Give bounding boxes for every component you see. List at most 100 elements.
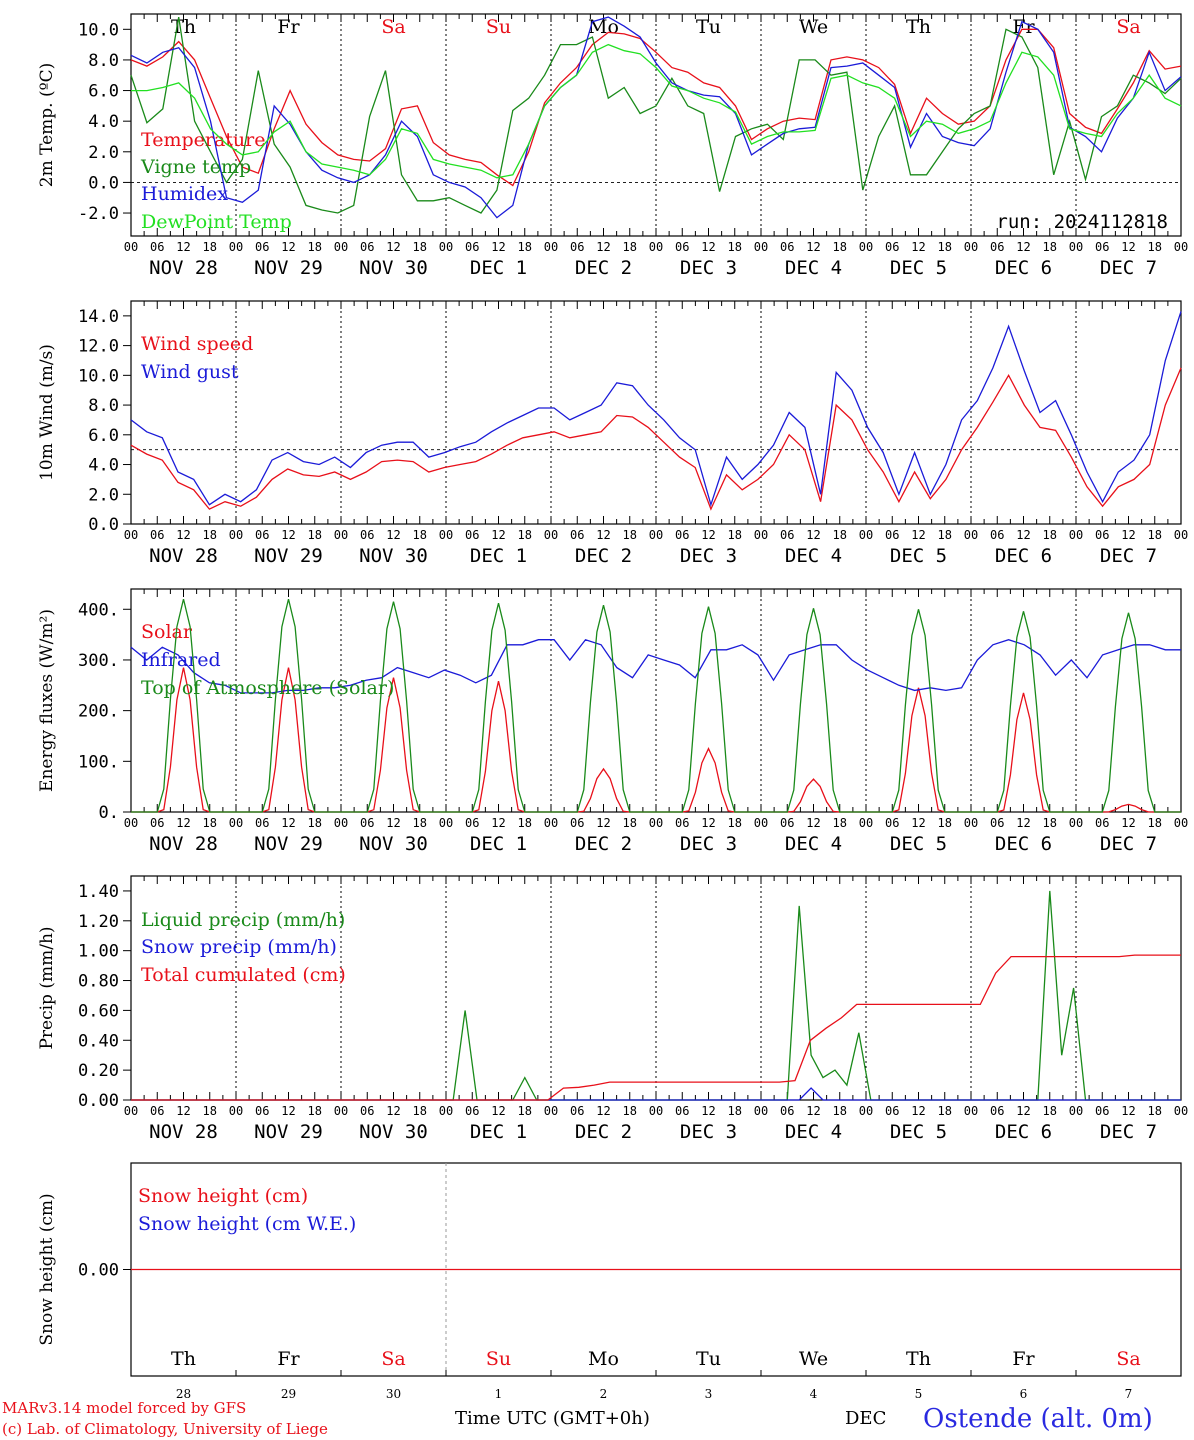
- date-label: DEC 7: [1100, 1121, 1157, 1143]
- panel-1: 00 06 12 18 00 06 12 18 00 06 12 18 00 06 12 18 00 06 12 18…: [37, 13, 1188, 279]
- hour-tick-label: 00: [334, 528, 348, 542]
- y-tick-label: 0.00: [78, 1091, 119, 1111]
- date-label: NOV 29: [254, 257, 323, 279]
- panel-4: 00 06 12 18 00 06 12 18 00 06 12 18 00 06 12 18 00 06 12 18…: [37, 875, 1188, 1143]
- hour-tick-label: 06: [465, 528, 479, 542]
- hour-tick-label: 00: [754, 816, 768, 830]
- legend-humidex: Humidex: [141, 183, 228, 205]
- hour-tick-label: 00: [334, 240, 348, 254]
- hour-tick-label: 00: [124, 240, 138, 254]
- hour-tick-label: 06: [1095, 240, 1109, 254]
- hour-tick-label: 06: [675, 816, 689, 830]
- date-label: NOV 29: [254, 833, 323, 855]
- legend-temperature: Temperature: [141, 129, 265, 151]
- y-tick-label: -2.0: [78, 204, 119, 224]
- y-tick-label: 4.0: [88, 112, 119, 132]
- day-number-label: 1: [495, 1387, 503, 1401]
- hour-tick-label: 00: [1174, 528, 1188, 542]
- y-tick-label: 2.0: [88, 485, 119, 505]
- hour-tick-label: 00: [229, 816, 243, 830]
- hour-tick-label: 12: [806, 1104, 820, 1118]
- hour-tick-label: 00: [334, 816, 348, 830]
- hour-tick-label: 18: [518, 528, 532, 542]
- hour-tick-label: 12: [1121, 240, 1135, 254]
- day-number-label: 30: [386, 1387, 401, 1401]
- y-tick-label: 6.0: [88, 82, 119, 102]
- hour-tick-label: 12: [806, 240, 820, 254]
- day-name-label: Sa: [381, 16, 405, 38]
- y-tick-label: 6.0: [88, 426, 119, 446]
- legend-liquid-precip-mm-h-: Liquid precip (mm/h): [141, 909, 345, 931]
- hour-tick-label: 06: [150, 528, 164, 542]
- date-label: DEC 5: [890, 545, 947, 567]
- hour-tick-label: 00: [964, 1104, 978, 1118]
- hour-tick-label: 12: [701, 240, 715, 254]
- hour-tick-label: 06: [465, 1104, 479, 1118]
- hour-tick-label: 00: [124, 528, 138, 542]
- hour-tick-label: 18: [623, 240, 637, 254]
- date-label: NOV 30: [359, 1121, 428, 1143]
- hour-tick-label: 12: [1121, 528, 1135, 542]
- legend-snow-precip-mm-h-: Snow precip (mm/h): [141, 936, 337, 958]
- hour-tick-label: 18: [938, 1104, 952, 1118]
- date-label: DEC 6: [995, 833, 1052, 855]
- date-label: DEC 1: [470, 257, 527, 279]
- hour-tick-label: 00: [439, 240, 453, 254]
- y-axis-label: 10m Wind (m/s): [37, 344, 57, 481]
- date-label: DEC 2: [575, 257, 632, 279]
- hour-tick-label: 00: [1069, 816, 1083, 830]
- day-number-label: 2: [600, 1387, 608, 1401]
- date-label: DEC 4: [785, 257, 842, 279]
- hour-tick-label: 00: [649, 240, 663, 254]
- hour-tick-label: 00: [1069, 528, 1083, 542]
- day-name-label: Mo: [588, 1348, 619, 1370]
- hour-tick-label: 18: [623, 528, 637, 542]
- month-label: DEC: [845, 1408, 886, 1429]
- hour-tick-label: 12: [596, 816, 610, 830]
- hour-tick-label: 00: [229, 240, 243, 254]
- hour-tick-label: 00: [544, 1104, 558, 1118]
- date-label: DEC 2: [575, 833, 632, 855]
- hour-tick-label: 00: [439, 1104, 453, 1118]
- hour-tick-label: 06: [675, 240, 689, 254]
- series-line-wind-gust: [130, 311, 1182, 507]
- hour-tick-label: 18: [413, 1104, 427, 1118]
- legend-wind-gust: Wind gust: [141, 361, 239, 383]
- date-label: DEC 6: [995, 257, 1052, 279]
- y-tick-label: 12.0: [78, 337, 119, 357]
- date-label: DEC 7: [1100, 545, 1157, 567]
- hour-tick-label: 12: [386, 816, 400, 830]
- day-number-label: 3: [705, 1387, 713, 1401]
- y-tick-label: 1.00: [78, 942, 119, 962]
- day-name-label: Tu: [696, 1348, 721, 1370]
- hour-tick-label: 12: [386, 528, 400, 542]
- hour-tick-label: 06: [255, 816, 269, 830]
- hour-tick-label: 12: [596, 528, 610, 542]
- hour-tick-label: 00: [439, 816, 453, 830]
- date-label: NOV 28: [149, 833, 218, 855]
- hour-tick-label: 06: [255, 528, 269, 542]
- hour-tick-label: 06: [150, 816, 164, 830]
- hour-tick-label: 06: [360, 816, 374, 830]
- hour-tick-label: 12: [596, 1104, 610, 1118]
- hour-tick-label: 00: [124, 1104, 138, 1118]
- hour-tick-label: 12: [806, 528, 820, 542]
- date-label: DEC 2: [575, 1121, 632, 1143]
- hour-tick-label: 06: [1095, 1104, 1109, 1118]
- hour-tick-label: 18: [518, 816, 532, 830]
- hour-tick-label: 18: [938, 528, 952, 542]
- hour-tick-label: 12: [386, 1104, 400, 1118]
- hour-tick-label: 12: [1121, 1104, 1135, 1118]
- legend-total-cumulated-cm-: Total cumulated (cm): [141, 964, 346, 986]
- y-tick-label: 10.0: [78, 366, 119, 386]
- hour-tick-label: 18: [728, 1104, 742, 1118]
- y-tick-label: 2.0: [88, 143, 119, 163]
- y-tick-label: 0.00: [78, 1261, 119, 1281]
- legend-solar: Solar: [141, 621, 193, 643]
- hour-tick-label: 12: [386, 240, 400, 254]
- hour-tick-label: 00: [964, 816, 978, 830]
- legend-top-of-atmosphere-solar-: Top of Atmosphere (Solar): [141, 677, 394, 699]
- hour-tick-label: 06: [150, 240, 164, 254]
- hour-tick-label: 18: [308, 1104, 322, 1118]
- hour-tick-label: 18: [728, 240, 742, 254]
